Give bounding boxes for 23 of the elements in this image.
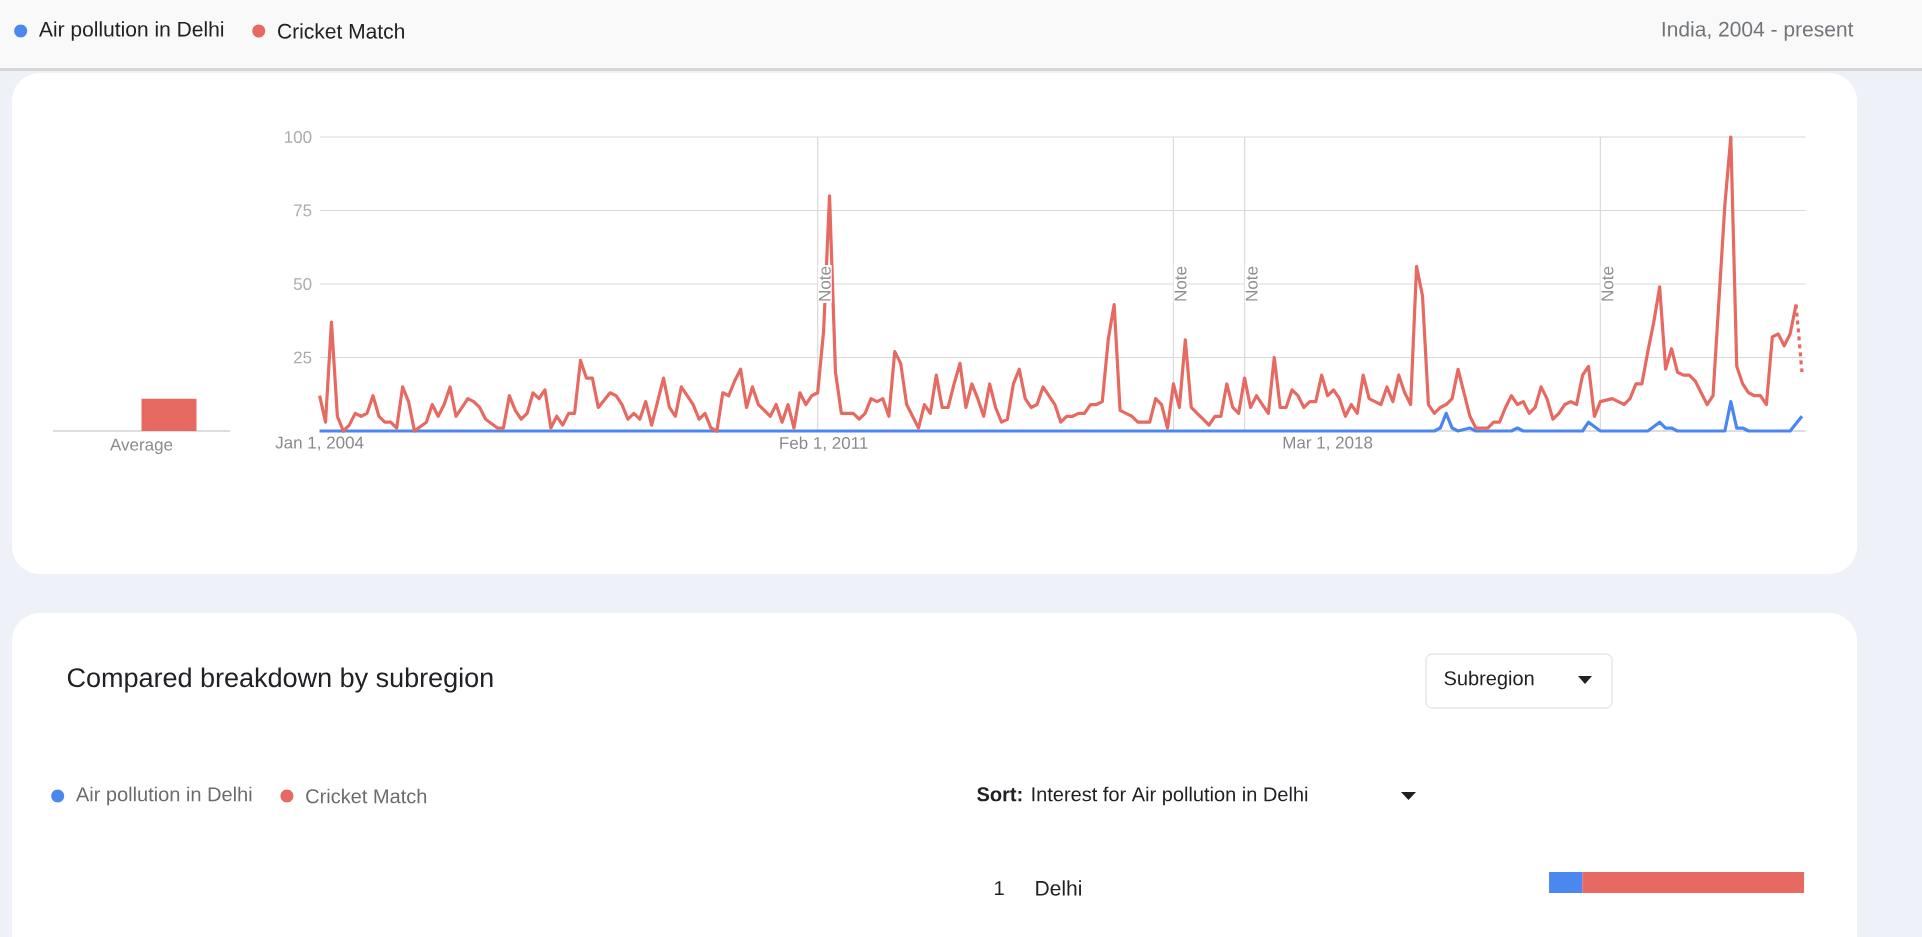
y-tick-label: 50 [293,277,312,291]
ref-line-label: Note [1601,266,1614,301]
ref-line-label: Note [1245,266,1258,301]
text: Compared breakdown by subregion [67,667,493,693]
y-tick-label: 100 [285,130,312,144]
line-series [318,399,1804,433]
chart-subtitle: India, 2004 - present [1662,21,1854,41]
legend-label: Air pollution in Delhi [38,21,224,41]
x-tick-label: Feb 1, 2011 [780,436,868,452]
ref-line-label: Note [818,266,831,301]
text: Subregion [1444,670,1534,690]
y-tick-label: 25 [294,351,312,364]
legend-label: Cricket Match [278,23,404,39]
x-tick-label: Jan 1, 2004 [275,436,364,451]
x-tick-label: Mar 1, 2018 [1283,436,1373,451]
legend-label: Cricket Match [306,788,427,804]
legend-label: Air pollution in Delhi [75,786,252,806]
ref-line-label: Note [1174,266,1187,301]
y-tick-label: Delhi [1036,880,1081,896]
text: Sort: Interest for Air pollution in Delhi [977,786,1308,806]
text: 1 [995,881,1004,895]
x-tick-label: Average [110,438,173,455]
y-tick-label: 75 [294,204,312,217]
